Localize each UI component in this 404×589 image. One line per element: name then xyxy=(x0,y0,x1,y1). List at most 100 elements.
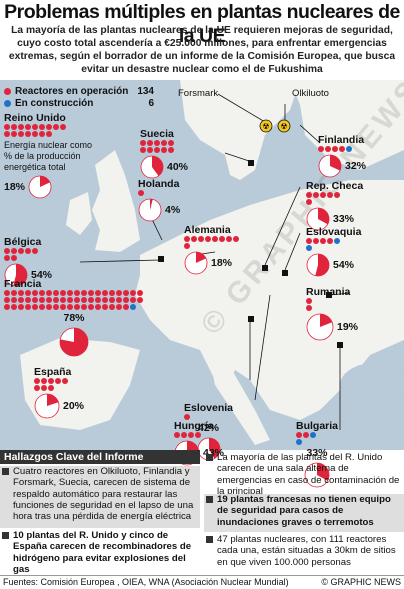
country-name: Eslovaquia xyxy=(306,226,362,238)
leader-rumania xyxy=(329,292,351,296)
share-pie xyxy=(140,155,164,179)
reactor-operating-dot xyxy=(41,385,47,391)
reactor-operating-dot xyxy=(74,290,80,296)
leader-belgica xyxy=(79,259,161,263)
share-pie xyxy=(306,207,330,231)
reactor-operating-dot xyxy=(32,248,38,254)
country-name: Holanda xyxy=(138,178,180,190)
reactor-operating-dot xyxy=(147,147,153,153)
reactor-operating-dot xyxy=(334,192,340,198)
reactor-dots xyxy=(4,290,144,310)
reactor-construction-dot xyxy=(130,304,136,310)
reactor-dots xyxy=(140,140,180,153)
leader-hungria xyxy=(254,294,271,401)
reactor-operating-dot xyxy=(327,238,333,244)
reactor-operating-dot xyxy=(34,378,40,384)
findings-heading: Hallazgos Clave del Informe xyxy=(0,450,200,464)
reactor-operating-dot xyxy=(130,290,136,296)
share-percent-label: 33% xyxy=(306,447,328,459)
reactor-operating-dot xyxy=(161,140,167,146)
country-panel: Bulgaria 33% xyxy=(296,420,338,488)
reactor-dots xyxy=(184,414,192,420)
finding-item: 47 plantas nucleares, con 111 reactores … xyxy=(204,534,404,572)
pie-slice xyxy=(152,156,164,176)
reactor-operating-dot xyxy=(32,304,38,310)
reactor-operating-dot xyxy=(67,297,73,303)
country-panel: España 20% xyxy=(34,366,84,419)
reactor-operating-dot xyxy=(18,290,24,296)
city-marker xyxy=(262,265,268,271)
reactor-operating-dot xyxy=(219,236,225,242)
reactor-operating-dot xyxy=(306,238,312,244)
country-name: Rep. Checa xyxy=(306,180,364,192)
share-percent-label: 54% xyxy=(31,269,53,281)
country-name: Bélgica xyxy=(4,236,42,248)
reactor-operating-dot xyxy=(296,432,302,438)
finding-text: 47 plantas nucleares, con 111 reactores … xyxy=(217,534,396,568)
country-panel: Rep. Checa 33% xyxy=(306,180,363,231)
reactor-operating-dot xyxy=(32,297,38,303)
reactor-operating-dot xyxy=(306,298,312,304)
reactor-operating-dot xyxy=(306,305,312,311)
leader-checa xyxy=(264,186,301,266)
reactor-operating-dot xyxy=(11,255,17,261)
share-percent-label: 40% xyxy=(167,161,189,173)
pie-slice xyxy=(208,438,220,459)
place-label-forsmark: Forsmark xyxy=(178,88,219,99)
reactor-dots xyxy=(306,298,318,311)
country-name: Finlandia xyxy=(318,134,365,146)
reactor-operating-dot xyxy=(95,290,101,296)
share-pie xyxy=(197,437,220,461)
reactor-dots xyxy=(306,192,346,205)
reactor-operating-dot xyxy=(48,385,54,391)
reactor-operating-dot xyxy=(39,131,45,137)
reactor-operating-dot xyxy=(325,146,331,152)
reactor-operating-dot xyxy=(109,304,115,310)
reactor-operating-dot xyxy=(212,236,218,242)
reactor-operating-dot xyxy=(306,199,312,205)
reactor-operating-dot xyxy=(18,124,24,130)
reactor-operating-dot xyxy=(138,190,144,196)
reactor-operating-dot xyxy=(39,297,45,303)
finding-item: La mayoría de las plantas del R. Unido c… xyxy=(204,452,404,497)
finding-item: 19 plantas francesas no tienen equipo de… xyxy=(204,494,404,532)
reactor-operating-dot xyxy=(195,432,201,438)
reactor-operating-dot xyxy=(191,236,197,242)
reactor-operating-dot xyxy=(4,131,10,137)
reactor-operating-dot xyxy=(303,432,309,438)
reactor-operating-dot xyxy=(4,290,10,296)
reactor-operating-dot xyxy=(88,304,94,310)
reactor-operating-dot xyxy=(95,297,101,303)
footer-sources: Fuentes: Comisión Europea , OIEA, WNA (A… xyxy=(3,577,289,587)
reactor-operating-dot xyxy=(181,432,187,438)
reactor-operating-dot xyxy=(318,146,324,152)
reactor-construction-dot xyxy=(346,146,352,152)
italy-land xyxy=(210,360,270,445)
share-percent-label: 18% xyxy=(211,257,233,269)
reactor-operating-dot xyxy=(123,297,129,303)
reactor-operating-dot xyxy=(233,236,239,242)
reactor-operating-dot xyxy=(116,304,122,310)
reactor-operating-dot xyxy=(116,297,122,303)
country-name: Alemania xyxy=(184,224,231,236)
reactor-dots xyxy=(4,124,70,137)
country-name: Suecia xyxy=(140,128,174,140)
finding-item: 10 plantas del R. Unido y cinco de Españ… xyxy=(0,530,200,575)
bullet-icon xyxy=(2,532,9,539)
reactor-operating-dot xyxy=(25,304,31,310)
leader-forsmark xyxy=(217,93,266,123)
reactor-operating-dot xyxy=(184,236,190,242)
reactor-operating-dot xyxy=(46,297,52,303)
share-pie xyxy=(138,198,162,222)
leader-suecia xyxy=(224,152,253,163)
bullet-icon xyxy=(206,454,213,461)
reactor-operating-dot xyxy=(102,304,108,310)
pie-slice xyxy=(196,252,206,263)
legend-construction-swatch xyxy=(4,99,11,107)
reactor-operating-dot xyxy=(123,304,129,310)
finding-item: Cuatro reactores en Olkiluoto, Finlandia… xyxy=(0,466,200,528)
reactor-operating-dot xyxy=(140,140,146,146)
share-percent-label: 42% xyxy=(198,422,220,434)
pie-slice xyxy=(315,254,330,276)
radiation-glyph: ☢ xyxy=(262,122,269,131)
